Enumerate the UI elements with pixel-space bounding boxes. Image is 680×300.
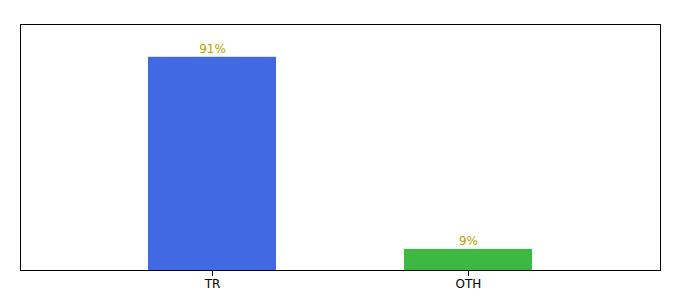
svg-text:91%: 91% <box>199 42 226 56</box>
svg-text:OTH: OTH <box>456 277 482 291</box>
svg-text:TR: TR <box>204 277 221 291</box>
svg-text:9%: 9% <box>459 234 478 248</box>
